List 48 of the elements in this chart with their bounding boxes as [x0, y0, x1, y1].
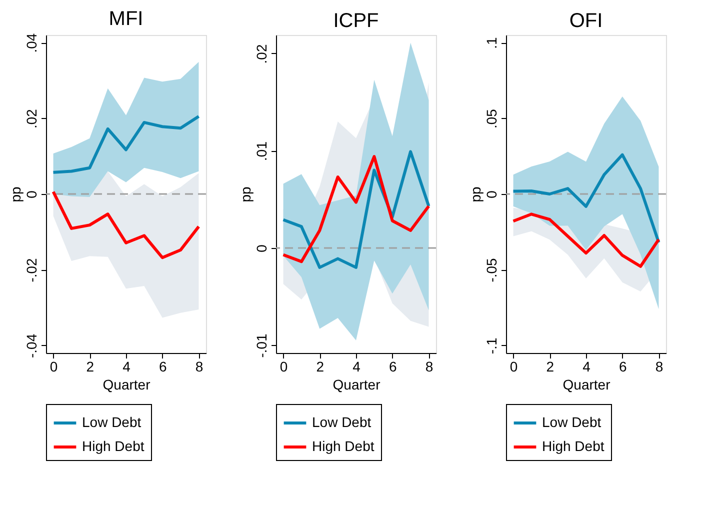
- x-tick-label: 8: [425, 358, 434, 374]
- y-tick-label: 0: [24, 190, 40, 198]
- legend-label: High Debt: [542, 438, 604, 454]
- x-tick-label: 2: [86, 358, 94, 374]
- x-tick-label: 2: [316, 358, 324, 374]
- line-series: [512, 212, 660, 268]
- y-axis-title: pp: [8, 186, 24, 202]
- chart-title: ICPF: [333, 10, 379, 32]
- y-tick-label: .02: [24, 108, 40, 129]
- chart-title: MFI: [108, 8, 144, 30]
- legend-label: Low Debt: [542, 414, 602, 430]
- y-tick-label: -.01: [254, 333, 270, 358]
- x-tick-label: 0: [510, 358, 518, 374]
- x-axis-title: Quarter: [562, 376, 611, 392]
- legend-label: Low Debt: [312, 414, 372, 430]
- x-tick-label: 0: [280, 358, 288, 374]
- y-tick-label: .05: [484, 108, 500, 129]
- x-axis-title: Quarter: [332, 376, 381, 392]
- y-tick-label: .02: [254, 44, 270, 64]
- x-tick-label: 6: [158, 358, 167, 374]
- x-tick-label: 4: [352, 358, 361, 374]
- y-tick-label: -.02: [24, 258, 40, 282]
- x-tick-label: 6: [388, 358, 397, 374]
- y-axis-title: pp: [238, 186, 254, 202]
- x-tick-label: 8: [195, 358, 204, 374]
- y-tick-label: .01: [254, 141, 270, 161]
- chart-title: OFI: [569, 10, 603, 32]
- line-series: [512, 153, 660, 244]
- legend-label: High Debt: [312, 438, 374, 454]
- y-tick-label: .1: [484, 37, 500, 49]
- x-tick-label: 6: [618, 358, 627, 374]
- x-tick-label: 4: [122, 358, 131, 374]
- y-tick-label: 0: [484, 190, 500, 198]
- x-tick-label: 8: [655, 358, 664, 374]
- y-tick-label: -.05: [484, 258, 500, 282]
- x-tick-label: 2: [546, 358, 554, 374]
- y-tick-label: -.04: [24, 334, 40, 358]
- line-series: [52, 190, 200, 260]
- x-tick-label: 0: [50, 358, 58, 374]
- y-axis-title: pp: [468, 186, 484, 202]
- y-tick-label: .04: [24, 33, 40, 53]
- legend-label: Low Debt: [82, 414, 142, 430]
- x-tick-label: 4: [582, 358, 591, 374]
- legend-label: High Debt: [82, 438, 144, 454]
- y-tick-label: 0: [254, 244, 270, 252]
- x-axis-title: Quarter: [102, 376, 151, 392]
- y-tick-label: -.1: [484, 338, 500, 354]
- line-series: [52, 114, 200, 174]
